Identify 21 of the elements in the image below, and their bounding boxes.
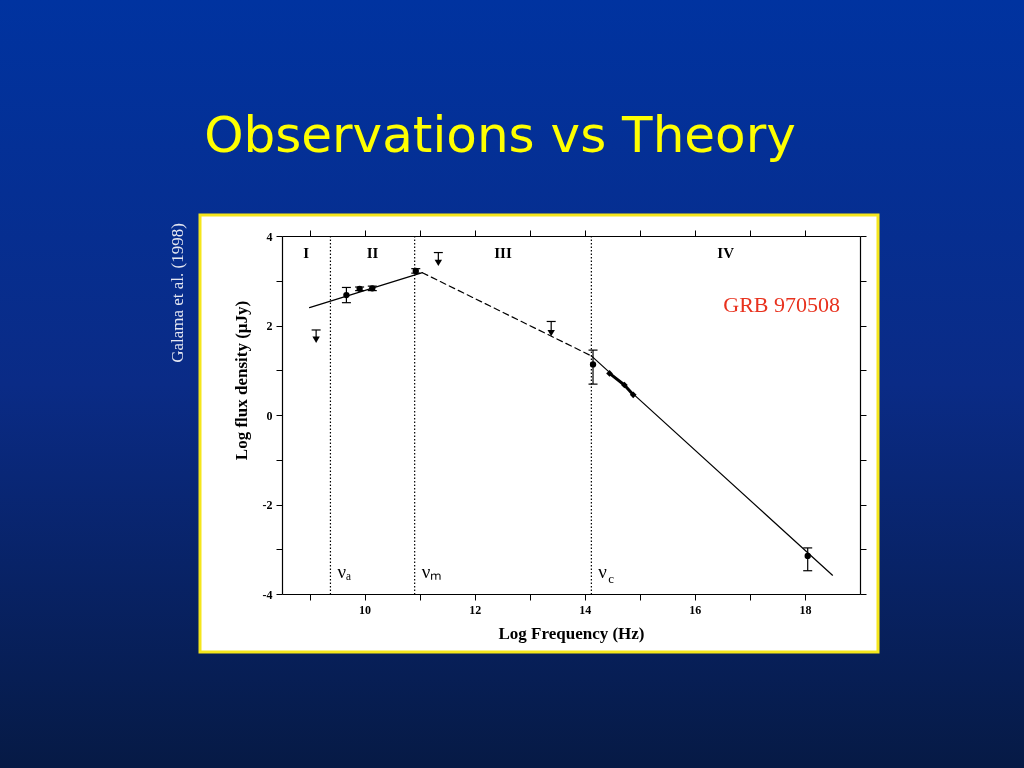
ref-line-label: νₘ xyxy=(421,561,443,582)
x-tick-label: 12 xyxy=(469,602,482,617)
annotation: GRB 970508 xyxy=(723,292,840,317)
y-tick-label: 4 xyxy=(266,229,273,244)
annotation: IV xyxy=(717,245,735,261)
ref-line-label: νₐ xyxy=(337,561,352,582)
y-tick-label: 0 xyxy=(266,408,273,423)
y-axis-title: Log flux density (μJy) xyxy=(231,300,251,461)
x-tick-label: 16 xyxy=(689,602,702,617)
y-tick-label: -4 xyxy=(262,587,273,602)
x-axis-title: Log Frequency (Hz) xyxy=(498,623,645,643)
annotation: I xyxy=(303,245,310,261)
text: Galama et al. (1998) xyxy=(168,223,187,363)
chart-title: Observations vs Theory xyxy=(204,106,796,164)
y-tick-label: 2 xyxy=(266,319,273,333)
x-tick-label: 18 xyxy=(799,602,812,617)
y-tick-label: -2 xyxy=(262,498,273,512)
x-tick-label: 14 xyxy=(579,602,592,617)
annotation: II xyxy=(366,245,379,261)
annotation: III xyxy=(494,245,512,261)
x-tick-label: 10 xyxy=(359,602,372,617)
